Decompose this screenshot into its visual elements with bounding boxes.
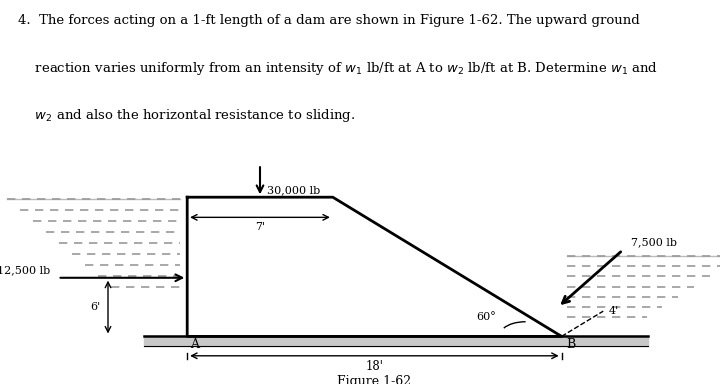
Text: 7,500 lb: 7,500 lb	[631, 237, 678, 247]
Text: Figure 1-62: Figure 1-62	[338, 375, 411, 384]
Polygon shape	[187, 197, 562, 336]
Text: 18': 18'	[366, 360, 383, 373]
Text: 30,000 lb: 30,000 lb	[267, 185, 320, 195]
Polygon shape	[144, 336, 648, 346]
Text: A: A	[190, 338, 199, 351]
Text: B: B	[566, 338, 575, 351]
Text: 4': 4'	[609, 306, 619, 316]
Text: 12,500 lb: 12,500 lb	[0, 265, 50, 275]
Text: reaction varies uniformly from an intensity of $w_1$ lb/ft at A to $w_2$ lb/ft a: reaction varies uniformly from an intens…	[18, 60, 658, 77]
Text: 6': 6'	[91, 302, 101, 312]
Text: 4.  The forces acting on a 1-ft length of a dam are shown in Figure 1-62. The up: 4. The forces acting on a 1-ft length of…	[18, 13, 640, 26]
Text: 60°: 60°	[476, 312, 496, 322]
Text: 7': 7'	[255, 222, 265, 232]
Text: $w_2$ and also the horizontal resistance to sliding.: $w_2$ and also the horizontal resistance…	[18, 107, 356, 124]
